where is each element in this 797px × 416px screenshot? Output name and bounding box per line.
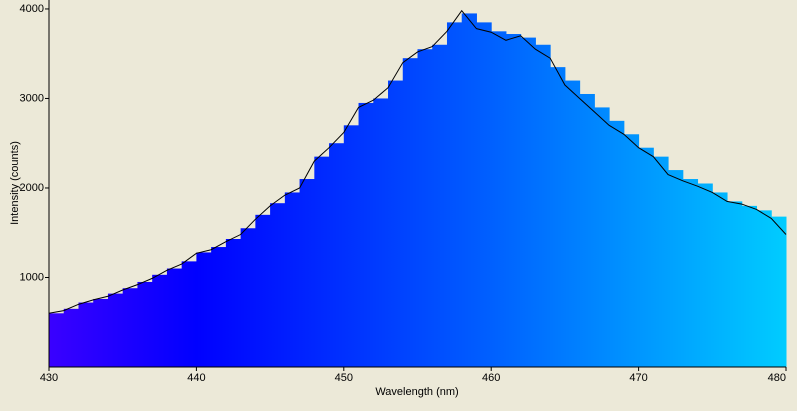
bar	[78, 302, 94, 367]
y-tick-label: 3000	[20, 92, 44, 104]
y-axis-label: Intensity (counts)	[9, 141, 21, 225]
x-tick-label: 450	[335, 372, 353, 384]
bar	[270, 203, 286, 367]
x-tick-label: 470	[629, 372, 647, 384]
bar	[329, 143, 345, 367]
bar	[402, 58, 418, 368]
bar	[240, 228, 256, 367]
bar	[93, 298, 109, 367]
bar	[166, 268, 183, 367]
bar	[343, 125, 360, 367]
bar	[137, 281, 153, 367]
bar	[432, 44, 448, 367]
bar	[535, 44, 551, 367]
y-tick-label: 4000	[20, 3, 44, 15]
bar	[491, 31, 507, 368]
bar	[741, 205, 758, 367]
bar	[594, 107, 610, 367]
bar	[358, 102, 374, 367]
bar	[417, 49, 433, 367]
bar	[609, 120, 625, 367]
bar	[712, 192, 728, 367]
x-tick-label: 440	[187, 372, 205, 384]
bar	[255, 214, 271, 367]
bar	[63, 308, 79, 367]
bar	[476, 22, 492, 367]
bar	[196, 252, 212, 367]
bar	[446, 22, 463, 367]
bar	[122, 288, 138, 367]
bar	[461, 13, 477, 368]
y-tick-label: 2000	[20, 182, 44, 194]
bar	[771, 216, 787, 367]
bar	[299, 179, 315, 367]
bar	[373, 98, 389, 368]
bar	[225, 238, 242, 367]
bar	[107, 293, 124, 367]
bar	[564, 80, 581, 367]
bar	[668, 170, 684, 367]
bar	[520, 37, 536, 367]
bar	[623, 134, 640, 367]
x-tick-label: 460	[482, 372, 500, 384]
bar	[579, 93, 595, 368]
bar	[697, 183, 713, 367]
x-tick-label: 480	[768, 372, 786, 384]
bar	[388, 80, 404, 367]
bar	[181, 261, 197, 367]
bar	[756, 210, 772, 367]
x-axis-label: Wavelength (nm)	[375, 386, 458, 398]
bar	[653, 156, 669, 367]
bar	[284, 192, 301, 367]
bar	[211, 247, 227, 367]
bar	[638, 147, 654, 367]
bar	[314, 156, 330, 367]
x-tick-label: 430	[40, 372, 58, 384]
line	[48, 9, 787, 314]
bar	[550, 67, 566, 367]
y-tick-label: 1000	[20, 271, 44, 283]
bar	[505, 34, 522, 367]
bar	[152, 274, 168, 367]
bar	[727, 201, 743, 367]
bar	[49, 313, 65, 367]
bar	[682, 179, 699, 367]
